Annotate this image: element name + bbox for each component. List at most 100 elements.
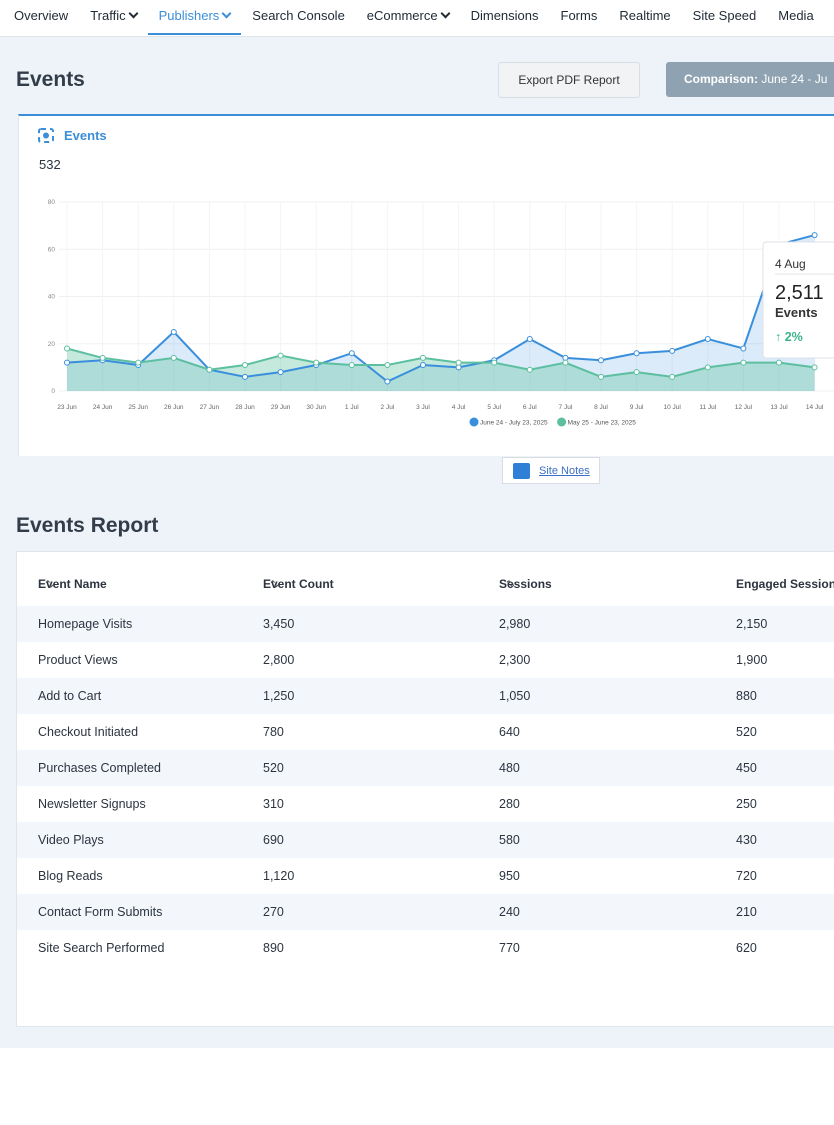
table-cell: Checkout Initiated [38,725,139,739]
table-cell: 430 [736,833,757,847]
table-row: Site Search Performed 890 770 620 [17,930,834,966]
data-point [384,378,391,385]
table-cell: 890 [263,941,284,955]
data-point [740,359,747,366]
data-point [455,359,462,366]
nav-label: Publishers [158,8,220,23]
x-tick-label: 9 Jul [630,404,644,411]
nav-item[interactable]: Media [767,0,824,35]
nav-label: Search Console [252,8,345,23]
data-point [740,345,747,352]
x-tick-label: 1 Jul [345,404,359,411]
data-point [669,347,676,354]
nav-label: Overview [14,8,69,23]
column-header-label: Event Name [38,577,107,591]
nav-bar: Overview Traffic Publishers Search Console e… [0,0,834,37]
pencil-icon [513,463,530,479]
series-line [66,234,815,383]
data-point [704,364,711,371]
table-row: Checkout Initiated 780 640 520 [17,714,834,750]
x-tick-label: 5 Jul [487,404,501,411]
nav-label: Forms [560,8,598,23]
x-tick-label: 25 Jun [128,404,148,411]
nav-item[interactable]: Realtime [608,0,681,35]
table-header-row: Event Name ⌃⌄ Event Count ⌃⌄ Sessions ⌃⌄ Engag… [17,566,834,602]
table-row: Homepage Visits 3,450 2,980 2,150 [17,606,834,642]
comparison-label: Comparison: [684,72,759,86]
y-tick-label: 80 [48,199,56,206]
export-button[interactable]: Export PDF Report [498,62,640,98]
nav-item[interactable]: Overview [0,0,79,35]
nav-item[interactable]: Search Console [241,0,356,35]
table-cell: Contact Form Submits [38,905,163,919]
table-cell: 520 [736,725,757,739]
x-tick-label: 12 Jul [735,404,753,411]
tooltip-value: 2,511 [775,282,824,304]
nav-label: eCommerce [366,8,438,23]
data-point [633,369,640,376]
table-cell: 720 [736,869,757,883]
table-cell: 3,450 [263,617,295,631]
x-tick-label: 11 Jul [699,404,716,411]
data-point [526,366,533,373]
report-title: Events Report [16,514,159,537]
y-tick-label: 60 [48,246,56,253]
x-tick-label: 28 Jun [235,404,255,411]
data-point [669,373,676,380]
data-point [420,362,426,369]
nav-label: Realtime [619,8,671,23]
data-point [598,373,604,380]
table-cell: 770 [499,941,520,955]
table-cell: 2,800 [263,653,295,667]
table-row: Newsletter Signups 310 280 250 [17,786,834,822]
table-cell: 640 [499,725,520,739]
data-point [277,352,284,359]
table-cell: 2,300 [499,653,531,667]
table-row: Add to Cart 1,250 1,050 880 [17,678,834,714]
nav-item[interactable]: Forms [550,0,609,35]
nav-item[interactable]: Site Speed [682,0,768,35]
table-cell: 480 [499,761,520,775]
nav-item[interactable]: Publishers [147,0,242,35]
dropdown-chevron [440,8,451,19]
report-table: Event Name ⌃⌄ Event Count ⌃⌄ Sessions ⌃⌄ Engag… [16,551,834,1027]
table-cell: 250 [736,797,757,811]
data-point [598,357,604,364]
legend-swatch [469,417,479,427]
comparison-button[interactable]: Comparison: June 24 - Ju [666,62,834,97]
data-point [170,328,177,335]
nav-label: Media [778,8,814,23]
data-point [562,359,569,366]
data-point [64,359,70,366]
nav-item[interactable]: Exc [825,0,834,35]
data-point [313,359,320,366]
dropdown-chevron [128,8,139,19]
table-cell: 310 [263,797,284,811]
table-cell: Site Search Performed [38,941,165,955]
site-notes-button[interactable]: Site Notes [502,457,600,484]
table-cell: Video Plays [38,833,104,847]
data-point [277,369,284,376]
sort-icon: ⌃⌄ [269,579,280,589]
x-tick-label: 27 Jun [200,404,220,411]
x-tick-label: 24 Jun [93,404,113,411]
nav-item[interactable]: eCommerce [356,0,460,35]
nav-item[interactable]: Dimensions [460,0,550,35]
data-point [206,366,213,373]
table-cell: 210 [736,905,757,919]
nav-item[interactable]: Traffic [79,0,147,35]
y-tick-label: 0 [51,388,55,395]
table-cell: Homepage Visits [38,617,133,631]
chart-total: 532 [39,157,61,172]
data-point [526,336,533,343]
x-tick-label: 3 Jul [416,404,430,411]
nav-label: Traffic [90,8,126,23]
eye-icon [38,128,54,143]
data-point [491,359,498,366]
column-header-label: Engaged Session [736,577,834,591]
x-tick-label: 2 Jul [381,404,395,411]
chart-title: Events [64,128,107,143]
table-cell: 580 [499,833,520,847]
